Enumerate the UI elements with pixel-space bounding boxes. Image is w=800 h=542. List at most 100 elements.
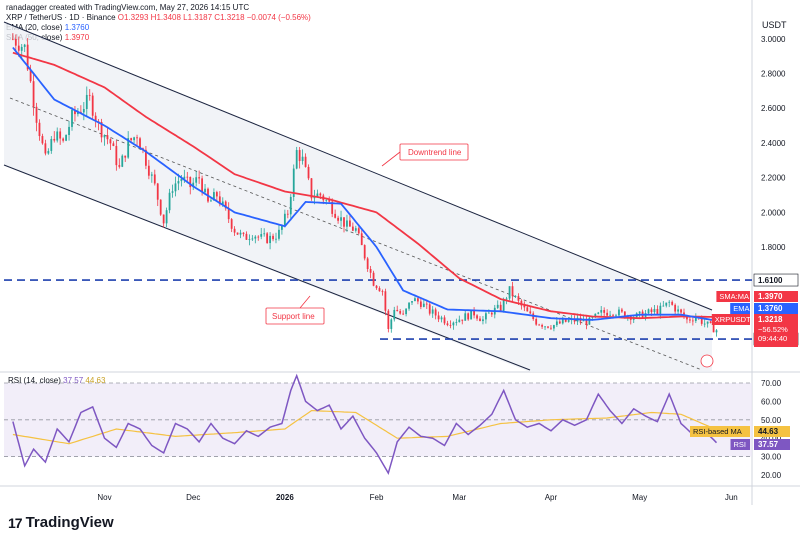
candle-body bbox=[482, 319, 484, 322]
candle-body bbox=[328, 199, 331, 202]
price-tag-name-box bbox=[730, 303, 750, 314]
candle-body bbox=[689, 319, 691, 321]
candle-body bbox=[346, 220, 348, 227]
candle-body bbox=[325, 199, 328, 201]
candle-body bbox=[281, 225, 283, 230]
rsi-tick-label: 20.00 bbox=[761, 471, 782, 480]
candle-body bbox=[23, 44, 26, 47]
price-tag-box bbox=[754, 303, 798, 314]
candle-body bbox=[422, 303, 425, 307]
candle-body bbox=[74, 109, 76, 115]
tradingview-brand[interactable]: 17 TradingView bbox=[8, 514, 114, 531]
candle-body bbox=[600, 310, 603, 313]
candle-body bbox=[133, 137, 135, 141]
candle-body bbox=[103, 135, 106, 138]
candle-body bbox=[139, 138, 141, 149]
rsi-ma-title-value: 44.63 bbox=[85, 376, 106, 385]
rsi-tick-label: 70.00 bbox=[761, 379, 782, 388]
annotation-downtrend-label: Downtrend line bbox=[408, 148, 462, 157]
candle-body bbox=[603, 310, 606, 313]
candle-body bbox=[189, 176, 192, 188]
candle-body bbox=[44, 143, 47, 154]
candle-body bbox=[174, 183, 177, 192]
candle-body bbox=[283, 213, 286, 226]
candle-body bbox=[396, 309, 399, 312]
candle-body bbox=[301, 156, 304, 162]
candle-body bbox=[121, 155, 124, 167]
rsi-tag-box bbox=[754, 439, 790, 450]
candle-body bbox=[564, 319, 567, 322]
price-tick-label: 2.2000 bbox=[761, 174, 786, 183]
price-tick-label: 1.8000 bbox=[761, 243, 786, 252]
candle-body bbox=[591, 317, 594, 318]
candle-body bbox=[434, 309, 437, 316]
candle-body bbox=[292, 168, 295, 197]
price-tags: 1.61001.2700SMA:MA1.3970EMA1.3760XRPUSDT… bbox=[711, 273, 799, 347]
candle-body bbox=[517, 296, 520, 301]
candle-body bbox=[425, 303, 428, 305]
candle-body bbox=[653, 308, 656, 313]
candle-body bbox=[378, 288, 381, 292]
candle-body bbox=[706, 321, 709, 324]
candle-body bbox=[623, 311, 626, 318]
axis-currency-label[interactable]: USDT bbox=[762, 20, 787, 30]
candle-body bbox=[354, 228, 357, 231]
candle-body bbox=[56, 131, 59, 141]
candle-body bbox=[14, 38, 17, 46]
candle-body bbox=[417, 298, 419, 302]
candle-body bbox=[440, 317, 443, 320]
rsi-panel: 70.00 60.00 50.00 40.00 30.00 20.00 RSI (14, c… bbox=[4, 373, 790, 480]
candle-body bbox=[529, 311, 532, 314]
price-tag-box bbox=[754, 314, 798, 347]
rsi-tag-name-box bbox=[690, 426, 750, 437]
candle-body bbox=[508, 286, 511, 299]
candle-body bbox=[221, 201, 224, 205]
candle-body bbox=[431, 309, 434, 314]
candle-body bbox=[233, 228, 236, 233]
candle-body bbox=[68, 126, 70, 136]
candle-body bbox=[204, 188, 206, 193]
candle-body bbox=[118, 165, 121, 167]
candle-body bbox=[201, 178, 203, 193]
candle-body bbox=[393, 309, 396, 320]
candle-body bbox=[165, 210, 168, 224]
candle-body bbox=[618, 309, 620, 316]
candle-body bbox=[464, 313, 467, 321]
candle-body bbox=[428, 304, 431, 314]
rsi-tag-value: 37.57 bbox=[758, 440, 779, 449]
time-tick-label: Nov bbox=[97, 493, 111, 502]
candle-body bbox=[159, 199, 162, 215]
time-tick-label: Apr bbox=[545, 493, 558, 502]
candle-body bbox=[109, 139, 112, 144]
candle-body bbox=[597, 312, 600, 314]
price-tag-value: 1.3218 bbox=[758, 315, 783, 324]
candle-body bbox=[198, 177, 201, 179]
candle-body bbox=[505, 298, 508, 300]
candle-body bbox=[298, 150, 301, 162]
candle-body bbox=[555, 321, 558, 326]
candle-body bbox=[485, 313, 487, 320]
candle-body bbox=[437, 315, 440, 320]
candle-body bbox=[150, 174, 153, 176]
time-axis: Nov Dec 2026 Feb Mar Apr May Jun bbox=[97, 493, 737, 502]
candle-body bbox=[130, 138, 133, 141]
candle-body bbox=[59, 131, 62, 139]
price-tick-label: 2.0000 bbox=[761, 208, 786, 217]
candle-body bbox=[514, 296, 517, 297]
candle-body bbox=[295, 150, 298, 169]
attribution-text: ranadagger created with TradingView.com,… bbox=[6, 3, 250, 12]
ema-legend[interactable]: EMA (20, close) 1.3760 bbox=[6, 23, 311, 33]
candle-body bbox=[316, 193, 319, 197]
candle-body bbox=[375, 285, 378, 289]
candle-body bbox=[366, 258, 369, 269]
candle-body bbox=[511, 286, 514, 297]
candle-body bbox=[547, 326, 549, 328]
rsi-tick-label: 40.00 bbox=[761, 434, 782, 443]
candle-body bbox=[334, 213, 337, 218]
candle-body bbox=[192, 182, 195, 188]
candle-body bbox=[337, 217, 339, 221]
candle-body bbox=[384, 291, 387, 311]
candle-body bbox=[115, 145, 118, 166]
candle-body bbox=[703, 323, 706, 325]
